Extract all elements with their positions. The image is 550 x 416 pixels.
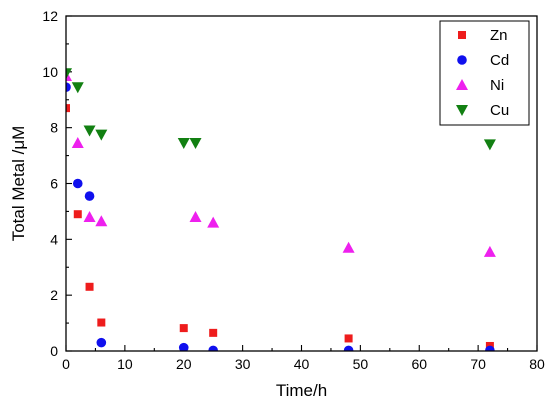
point-cd	[178, 342, 189, 351]
point-zn	[73, 210, 82, 219]
x-tick-label: 40	[294, 356, 310, 372]
point-ni	[207, 216, 220, 228]
x-tick-label: 10	[117, 356, 133, 372]
plot-area-frame	[65, 15, 538, 352]
series-ni	[66, 70, 496, 257]
point-zn	[344, 334, 353, 343]
point-ni	[95, 215, 108, 227]
y-tick-label: 0	[50, 343, 58, 359]
data-points	[66, 68, 496, 351]
legend-item-ni: Ni	[456, 77, 504, 94]
legend-label-zn: Zn	[490, 27, 508, 44]
series-cu	[66, 68, 496, 151]
y-tick-label: 2	[50, 287, 58, 303]
point-cd	[96, 337, 107, 348]
point-ni	[483, 245, 496, 257]
point-cd	[485, 345, 495, 351]
legend-item-zn: Zn	[458, 27, 508, 44]
legend-item-cu: Cu	[456, 102, 509, 119]
y-tick-label: 10	[42, 64, 58, 80]
point-ni	[71, 137, 84, 149]
point-cd	[66, 82, 71, 92]
point-cu	[83, 125, 96, 137]
y-tick-label: 12	[42, 8, 58, 24]
series-cd	[66, 82, 495, 351]
x-tick-label: 80	[529, 356, 545, 372]
point-cd	[208, 345, 218, 351]
legend-marker-cu	[456, 105, 468, 116]
legend-item-cd: Cd	[457, 52, 509, 69]
y-tick-label: 4	[50, 231, 58, 247]
point-cu	[95, 129, 108, 141]
series-zn	[66, 104, 494, 350]
legend-marker-zn	[458, 31, 466, 39]
point-cd	[72, 178, 83, 189]
point-ni	[83, 211, 96, 222]
point-cu	[177, 138, 190, 150]
point-ni	[189, 211, 202, 222]
y-axis-ticks: 0 2 4 6 8 10 12	[42, 8, 72, 359]
legend: Zn Cd Ni Cu	[439, 20, 530, 126]
point-cu	[483, 139, 496, 151]
point-cd	[343, 345, 354, 351]
x-tick-label: 70	[470, 356, 486, 372]
x-tick-label: 30	[235, 356, 251, 372]
point-zn	[66, 104, 70, 113]
legend-label-cu: Cu	[490, 102, 509, 119]
x-tick-label: 20	[176, 356, 192, 372]
y-tick-label: 8	[50, 120, 58, 136]
x-axis-title: Time/h	[276, 381, 327, 400]
legend-box	[439, 20, 530, 126]
y-axis-title: Total Metal /μM	[9, 126, 28, 242]
point-zn	[97, 318, 106, 327]
point-zn	[209, 328, 218, 337]
point-cu	[66, 68, 72, 80]
point-zn	[179, 324, 188, 333]
point-ni	[342, 241, 355, 253]
x-tick-label: 60	[411, 356, 427, 372]
point-zn	[85, 282, 94, 291]
point-cu	[189, 138, 202, 150]
point-cu	[71, 82, 84, 94]
x-axis-ticks: 0 10 20 30 40 50 60 70 80	[62, 345, 545, 372]
legend-label-cd: Cd	[490, 52, 509, 69]
legend-marker-ni	[456, 79, 468, 90]
legend-label-ni: Ni	[490, 77, 504, 94]
legend-marker-cd	[457, 55, 467, 65]
x-tick-label: 0	[62, 356, 70, 372]
y-tick-label: 6	[50, 176, 58, 192]
x-tick-label: 50	[353, 356, 369, 372]
point-cd	[84, 191, 95, 201]
